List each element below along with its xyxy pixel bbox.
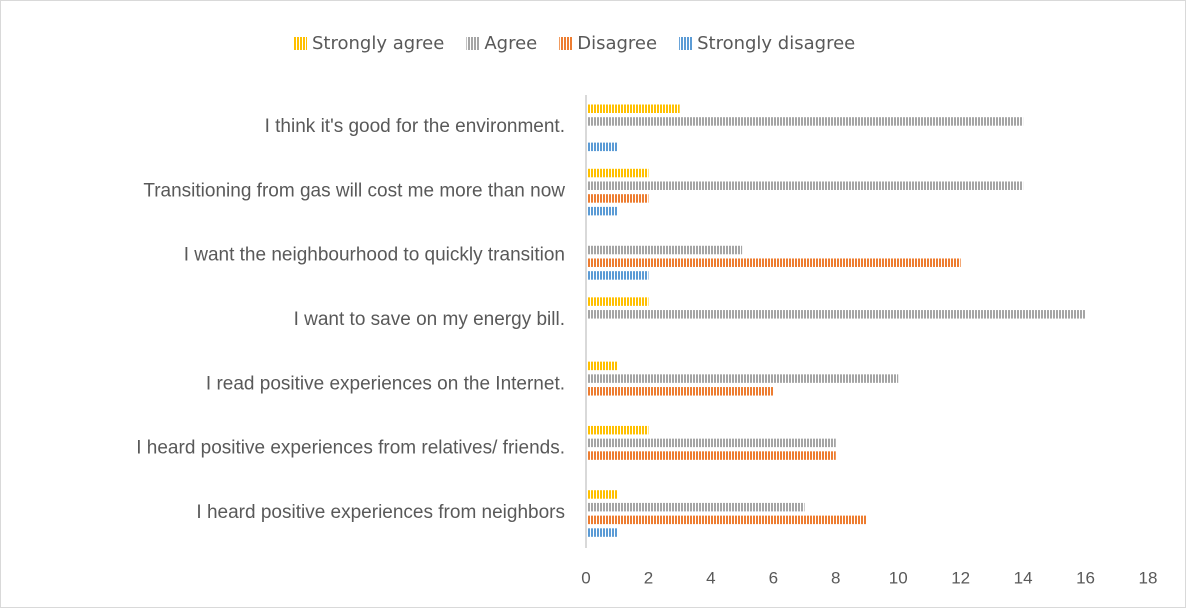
- y-tick-label: I heard positive experiences from relati…: [136, 438, 565, 459]
- legend-label: Strongly disagree: [697, 33, 855, 54]
- bar: [586, 271, 649, 280]
- bar: [586, 245, 743, 255]
- bar: [586, 142, 618, 152]
- x-tick-label: 6: [769, 568, 778, 587]
- x-tick-label: 8: [831, 568, 840, 587]
- bar: [586, 104, 680, 113]
- x-tick-label: 10: [889, 568, 908, 587]
- legend-swatch: [679, 37, 693, 50]
- bar: [586, 206, 618, 216]
- legend-label: Strongly agree: [312, 33, 444, 54]
- bar: [586, 258, 961, 267]
- bar: [586, 297, 649, 306]
- y-tick-label: I want the neighbourhood to quickly tran…: [184, 245, 565, 266]
- bar: [586, 528, 618, 537]
- legend-label: Agree: [484, 33, 537, 54]
- bar: [586, 490, 618, 499]
- bar: [586, 181, 1024, 190]
- y-tick-label: I think it's good for the environment.: [265, 116, 565, 137]
- bar: [586, 310, 1086, 319]
- bar: [586, 438, 836, 448]
- y-tick-label: I read positive experiences on the Inter…: [206, 373, 565, 394]
- legend-label: Disagree: [577, 33, 657, 54]
- y-tick-label: I heard positive experiences from neighb…: [196, 502, 565, 523]
- x-tick-label: 2: [644, 568, 653, 587]
- bar: [586, 168, 649, 178]
- bar: [586, 502, 805, 512]
- bar: [586, 515, 867, 525]
- x-tick-label: 16: [1076, 568, 1095, 587]
- y-tick-label: Transitioning from gas will cost me more…: [143, 180, 565, 201]
- bar: [586, 374, 899, 383]
- x-tick-label: 4: [706, 568, 715, 587]
- x-tick-label: 18: [1139, 568, 1158, 587]
- bar: [586, 361, 618, 371]
- x-tick-label: 0: [581, 568, 590, 587]
- bar: [586, 451, 836, 460]
- y-tick-label: I want to save on my energy bill.: [294, 309, 565, 330]
- x-tick-label: 12: [951, 568, 970, 587]
- bar: [586, 117, 1024, 126]
- bar: [586, 194, 649, 203]
- legend-swatch: [559, 37, 573, 50]
- legend-swatch: [466, 37, 480, 50]
- legend-swatch: [294, 37, 307, 50]
- bar: [586, 387, 774, 396]
- bar: [586, 425, 649, 435]
- x-tick-label: 14: [1014, 568, 1033, 587]
